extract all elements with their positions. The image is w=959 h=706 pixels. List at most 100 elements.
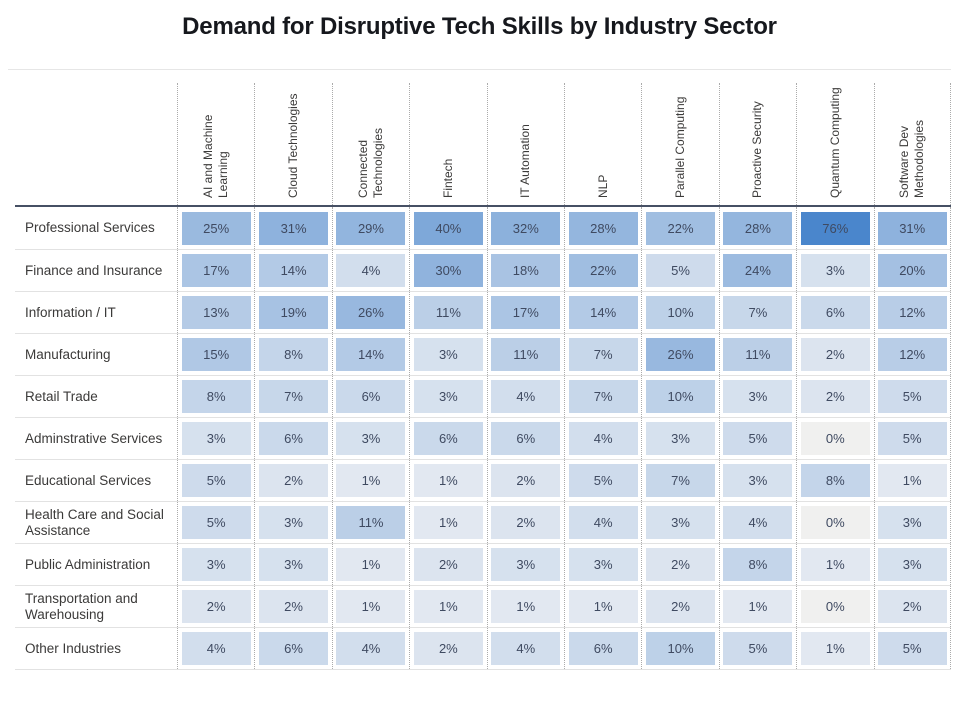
heatmap-cell[interactable]: 5% <box>877 422 947 455</box>
heatmap-cell[interactable]: 7% <box>259 380 329 413</box>
heatmap-cell[interactable]: 14% <box>568 296 638 329</box>
heatmap-cell[interactable]: 13% <box>181 296 251 329</box>
heatmap-cell[interactable]: 6% <box>413 422 483 455</box>
heatmap-cell[interactable]: 6% <box>336 380 406 413</box>
heatmap-cell[interactable]: 2% <box>413 632 483 665</box>
heatmap-cell[interactable]: 5% <box>877 632 947 665</box>
heatmap-cell[interactable]: 22% <box>646 211 716 245</box>
heatmap-cell[interactable]: 12% <box>877 338 947 371</box>
heatmap-cell[interactable]: 22% <box>568 254 638 287</box>
heatmap-cell[interactable]: 1% <box>491 590 561 623</box>
heatmap-cell[interactable]: 4% <box>568 422 638 455</box>
heatmap-cell[interactable]: 4% <box>336 632 406 665</box>
column-header[interactable]: Proactive Security <box>718 83 796 205</box>
heatmap-cell[interactable]: 18% <box>491 254 561 287</box>
heatmap-cell[interactable]: 28% <box>723 211 793 245</box>
heatmap-cell[interactable]: 31% <box>877 211 947 245</box>
column-header[interactable]: IT Automation <box>486 83 564 205</box>
heatmap-cell[interactable]: 26% <box>336 296 406 329</box>
heatmap-cell[interactable]: 10% <box>646 296 716 329</box>
heatmap-cell[interactable]: 4% <box>181 632 251 665</box>
heatmap-cell[interactable]: 25% <box>181 211 251 245</box>
heatmap-cell[interactable]: 15% <box>181 338 251 371</box>
heatmap-cell[interactable]: 3% <box>723 380 793 413</box>
heatmap-cell[interactable]: 10% <box>646 380 716 413</box>
heatmap-cell[interactable]: 1% <box>568 590 638 623</box>
heatmap-cell[interactable]: 6% <box>800 296 870 329</box>
heatmap-cell[interactable]: 40% <box>413 211 483 245</box>
heatmap-cell[interactable]: 3% <box>877 506 947 539</box>
heatmap-cell[interactable]: 8% <box>723 548 793 581</box>
heatmap-cell[interactable]: 2% <box>877 590 947 623</box>
heatmap-cell[interactable]: 4% <box>336 254 406 287</box>
heatmap-cell[interactable]: 6% <box>491 422 561 455</box>
heatmap-cell[interactable]: 3% <box>259 548 329 581</box>
heatmap-cell[interactable]: 76% <box>800 211 870 245</box>
heatmap-cell[interactable]: 30% <box>413 254 483 287</box>
column-header[interactable]: Fintech <box>409 83 486 205</box>
heatmap-cell[interactable]: 7% <box>723 296 793 329</box>
heatmap-cell[interactable]: 14% <box>259 254 329 287</box>
heatmap-cell[interactable]: 32% <box>491 211 561 245</box>
heatmap-cell[interactable]: 3% <box>259 506 329 539</box>
column-header[interactable]: NLP <box>563 83 641 205</box>
heatmap-cell[interactable]: 3% <box>413 380 483 413</box>
heatmap-cell[interactable]: 3% <box>336 422 406 455</box>
heatmap-cell[interactable]: 3% <box>181 422 251 455</box>
heatmap-cell[interactable]: 7% <box>568 380 638 413</box>
heatmap-cell[interactable]: 6% <box>259 632 329 665</box>
heatmap-cell[interactable]: 26% <box>646 338 716 371</box>
heatmap-cell[interactable]: 31% <box>259 211 329 245</box>
heatmap-cell[interactable]: 5% <box>181 506 251 539</box>
heatmap-cell[interactable]: 2% <box>259 590 329 623</box>
heatmap-cell[interactable]: 3% <box>646 422 716 455</box>
heatmap-cell[interactable]: 3% <box>723 464 793 497</box>
heatmap-cell[interactable]: 3% <box>568 548 638 581</box>
heatmap-cell[interactable]: 2% <box>491 464 561 497</box>
heatmap-cell[interactable]: 5% <box>877 380 947 413</box>
heatmap-cell[interactable]: 1% <box>800 548 870 581</box>
heatmap-cell[interactable]: 5% <box>181 464 251 497</box>
heatmap-cell[interactable]: 8% <box>259 338 329 371</box>
column-header[interactable]: Software Dev Methodologies <box>873 83 951 205</box>
heatmap-cell[interactable]: 1% <box>413 590 483 623</box>
heatmap-cell[interactable]: 2% <box>646 590 716 623</box>
heatmap-cell[interactable]: 7% <box>646 464 716 497</box>
heatmap-cell[interactable]: 11% <box>491 338 561 371</box>
heatmap-cell[interactable]: 7% <box>568 338 638 371</box>
heatmap-cell[interactable]: 6% <box>259 422 329 455</box>
heatmap-cell[interactable]: 8% <box>181 380 251 413</box>
heatmap-cell[interactable]: 4% <box>568 506 638 539</box>
heatmap-cell[interactable]: 17% <box>491 296 561 329</box>
heatmap-cell[interactable]: 24% <box>723 254 793 287</box>
heatmap-cell[interactable]: 5% <box>723 422 793 455</box>
heatmap-cell[interactable]: 11% <box>413 296 483 329</box>
heatmap-cell[interactable]: 17% <box>181 254 251 287</box>
heatmap-cell[interactable]: 5% <box>568 464 638 497</box>
heatmap-cell[interactable]: 11% <box>336 506 406 539</box>
heatmap-cell[interactable]: 4% <box>723 506 793 539</box>
heatmap-cell[interactable]: 2% <box>181 590 251 623</box>
heatmap-cell[interactable]: 1% <box>336 590 406 623</box>
heatmap-cell[interactable]: 1% <box>723 590 793 623</box>
heatmap-cell[interactable]: 10% <box>646 632 716 665</box>
heatmap-cell[interactable]: 2% <box>800 380 870 413</box>
heatmap-cell[interactable]: 1% <box>336 548 406 581</box>
heatmap-cell[interactable]: 3% <box>181 548 251 581</box>
heatmap-cell[interactable]: 8% <box>800 464 870 497</box>
heatmap-cell[interactable]: 1% <box>877 464 947 497</box>
heatmap-cell[interactable]: 3% <box>646 506 716 539</box>
heatmap-cell[interactable]: 11% <box>723 338 793 371</box>
column-header[interactable]: Parallel Computing <box>641 83 718 205</box>
heatmap-cell[interactable]: 4% <box>491 632 561 665</box>
heatmap-cell[interactable]: 1% <box>336 464 406 497</box>
heatmap-cell[interactable]: 28% <box>568 211 638 245</box>
heatmap-cell[interactable]: 20% <box>877 254 947 287</box>
heatmap-cell[interactable]: 3% <box>877 548 947 581</box>
heatmap-cell[interactable]: 0% <box>800 506 870 539</box>
heatmap-cell[interactable]: 2% <box>491 506 561 539</box>
heatmap-cell[interactable]: 3% <box>800 254 870 287</box>
column-header[interactable]: Connected Technologies <box>331 83 409 205</box>
heatmap-cell[interactable]: 6% <box>568 632 638 665</box>
heatmap-cell[interactable]: 0% <box>800 590 870 623</box>
